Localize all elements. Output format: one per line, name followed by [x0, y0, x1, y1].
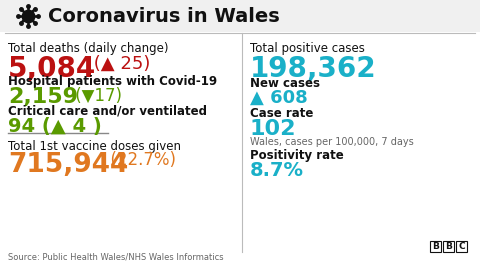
Text: 102: 102 [250, 119, 297, 139]
Text: 198,362: 198,362 [250, 55, 377, 83]
Text: (22.7%): (22.7%) [100, 151, 176, 169]
Bar [456, 241, 467, 252]
Text: 5,084: 5,084 [8, 55, 96, 83]
Text: 715,944: 715,944 [8, 152, 128, 178]
Text: Total 1st vaccine doses given: Total 1st vaccine doses given [8, 140, 181, 153]
Text: Total positive cases: Total positive cases [250, 42, 365, 55]
Text: B: B [432, 242, 439, 251]
Bar [0, 0, 480, 32]
Text: New cases: New cases [250, 77, 320, 90]
Text: Source: Public Health Wales/NHS Wales Informatics: Source: Public Health Wales/NHS Wales In… [8, 253, 224, 262]
Text: Positivity rate: Positivity rate [250, 149, 344, 162]
Text: Critical care and/or ventilated: Critical care and/or ventilated [8, 105, 207, 118]
Text: Coronavirus in Wales: Coronavirus in Wales [48, 6, 280, 25]
Bar [443, 241, 454, 252]
Text: (▲ 25): (▲ 25) [88, 55, 150, 73]
Text: Hospital patients with Covid-19: Hospital patients with Covid-19 [8, 75, 217, 88]
Text: Total deaths (daily change): Total deaths (daily change) [8, 42, 168, 55]
Text: Wales, cases per 100,000, 7 days: Wales, cases per 100,000, 7 days [250, 137, 414, 147]
Text: ▲ 608: ▲ 608 [250, 89, 308, 107]
Bar [430, 241, 441, 252]
Text: Case rate: Case rate [250, 107, 313, 120]
Text: 94 (▲ 4 ): 94 (▲ 4 ) [8, 117, 102, 136]
Text: 2,159: 2,159 [8, 87, 78, 107]
Text: 8.7%: 8.7% [250, 161, 304, 180]
Text: B: B [445, 242, 452, 251]
Text: C: C [458, 242, 465, 251]
Text: (▼17): (▼17) [70, 87, 122, 105]
